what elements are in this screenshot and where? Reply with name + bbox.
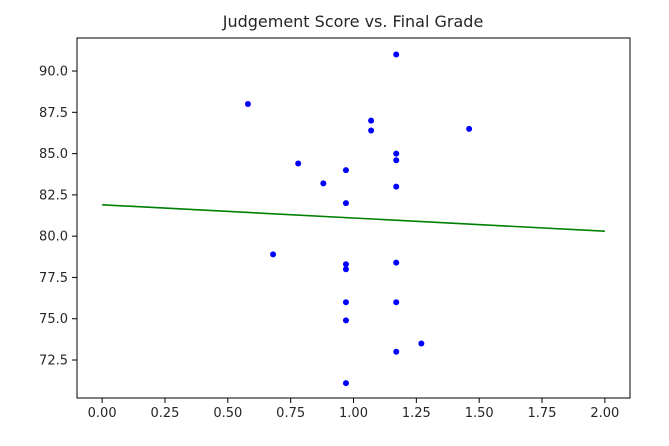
data-point [342, 299, 349, 306]
x-axis: 0.00 0.25 0.50 0.75 1.00 1.25 1.50 1.75 2.00 [88, 398, 619, 421]
y-tick-label: 90.0 [39, 65, 68, 80]
y-tick-label: 80.0 [39, 230, 68, 245]
data-point [393, 183, 400, 190]
data-point [393, 299, 400, 306]
data-point [393, 150, 400, 157]
data-point [393, 259, 400, 266]
x-tick-label: 0.25 [151, 406, 180, 421]
data-point [368, 127, 375, 134]
data-point [342, 266, 349, 273]
y-tick-label: 82.5 [39, 188, 68, 203]
data-point [342, 380, 349, 387]
data-point [342, 261, 349, 268]
data-point [466, 125, 473, 132]
x-tick-label: 0.00 [88, 406, 117, 421]
trend-line [102, 203, 605, 233]
data-point [270, 251, 277, 258]
data-point [393, 51, 400, 58]
y-axis: 72.5 75.0 77.5 80.0 82.5 85.0 87.5 90.0 [39, 65, 77, 369]
y-tick-label: 77.5 [39, 271, 68, 286]
x-tick-label: 1.50 [465, 406, 494, 421]
data-point [244, 101, 251, 108]
data-point [342, 167, 349, 174]
data-point [368, 117, 375, 124]
data-point [418, 340, 425, 347]
data-point [320, 180, 327, 187]
y-tick-label: 85.0 [39, 147, 68, 162]
plot-area [102, 51, 605, 387]
data-point [342, 317, 349, 324]
data-point [393, 157, 400, 164]
x-tick-label: 0.75 [276, 406, 305, 421]
y-tick-label: 87.5 [39, 106, 68, 121]
x-tick-label: 1.00 [339, 406, 368, 421]
x-tick-label: 1.75 [528, 406, 557, 421]
y-tick-label: 72.5 [39, 354, 68, 369]
data-point [342, 200, 349, 207]
x-tick-label: 0.50 [213, 406, 242, 421]
chart-title: Judgement Score vs. Final Grade [222, 12, 484, 31]
data-point [295, 160, 302, 167]
data-point [393, 348, 400, 355]
x-tick-label: 1.25 [402, 406, 431, 421]
x-tick-label: 2.00 [590, 406, 619, 421]
y-tick-label: 75.0 [39, 312, 68, 327]
